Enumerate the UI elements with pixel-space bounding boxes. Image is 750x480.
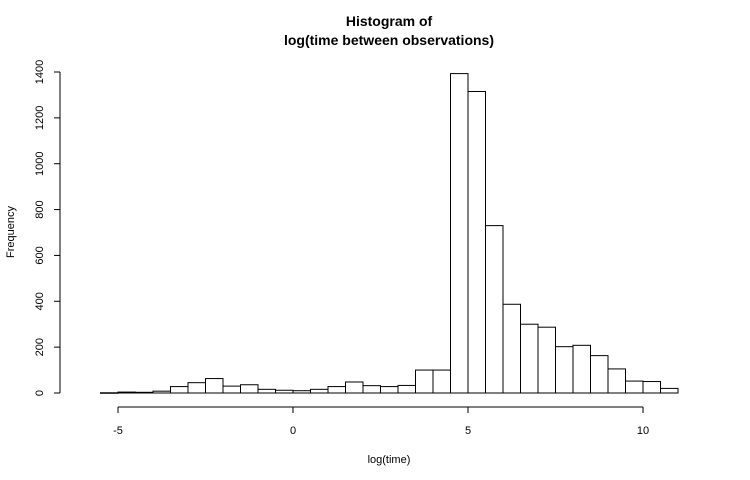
histogram-bar [415,369,434,394]
histogram-bars [100,73,679,394]
histogram-bar [520,323,539,394]
histogram-bar [380,386,399,394]
x-tick-label: 5 [465,425,471,437]
histogram-bar [362,385,381,394]
chart-subtitle: log(time between observations) [284,32,494,48]
histogram-bar [485,225,504,394]
histogram-bar [572,344,591,394]
histogram-bar [345,381,364,394]
x-tick-label: -5 [113,425,123,437]
histogram-bar [450,73,469,394]
x-axis: -5 0 5 10 [113,406,649,437]
histogram-bar [397,384,416,394]
histogram-bar [590,355,609,394]
y-tick-label: 400 [34,292,46,310]
y-tick-label: 800 [34,200,46,218]
histogram-bar [625,380,644,394]
histogram-bar [537,326,556,394]
y-tick-label: 600 [34,246,46,264]
chart-title: Histogram of [346,13,433,29]
y-tick-label: 0 [34,390,46,396]
histogram-bar [152,390,171,394]
y-tick-label: 200 [34,338,46,356]
histogram-bar [310,388,329,394]
histogram-bar [240,384,259,394]
histogram-bar [467,90,486,394]
histogram-bar [607,368,626,394]
histogram-bar [257,388,276,394]
histogram-bar [642,381,661,394]
y-tick-label: 1000 [34,151,46,175]
histogram-bar [327,386,346,394]
histogram-bar [555,346,574,394]
histogram-bar [205,378,224,394]
y-axis-label: Frequency [5,206,17,258]
histogram-bar [222,385,241,394]
x-tick-label: 0 [290,425,296,437]
y-tick-label: 1200 [34,106,46,130]
histogram-bar [275,389,294,394]
histogram-bar [135,391,154,394]
histogram-bar [170,386,189,394]
histogram-bar [292,390,311,394]
histogram-bar [187,382,206,394]
y-tick-label: 1400 [34,60,46,84]
y-axis: 0 200 400 600 800 1000 1200 1400 [34,60,61,396]
histogram-bar [432,369,451,394]
histogram-bar [100,392,119,394]
histogram-bar [117,391,136,394]
x-tick-label: 10 [637,425,649,437]
histogram-bar [502,303,521,394]
x-axis-label: log(time) [368,454,411,466]
histogram-bar [660,387,679,394]
